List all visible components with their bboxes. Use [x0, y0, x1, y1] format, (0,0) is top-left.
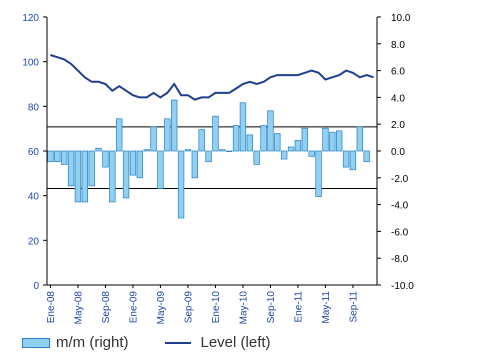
bar: [301, 127, 309, 152]
left-tick-label: 20: [28, 236, 40, 247]
left-tick-label: 100: [22, 58, 39, 69]
bar: [60, 150, 68, 165]
bar: [47, 150, 54, 163]
legend-label-bars: m/m (right): [56, 334, 129, 351]
bar: [342, 150, 350, 168]
x-tick-label: May-10: [238, 291, 249, 325]
left-tick-label: 0: [33, 281, 39, 292]
x-tick-label: Ene-10: [211, 291, 222, 324]
bar: [143, 149, 150, 152]
right-tick-label: -2.0: [391, 174, 409, 185]
bar: [232, 125, 240, 152]
right-tick-label: 2.0: [391, 120, 405, 131]
x-tick-label: Ene-09: [128, 291, 139, 324]
legend-label-line: Level (left): [200, 334, 271, 351]
x-tick-label: Sep-09: [183, 291, 194, 324]
bar: [308, 150, 315, 157]
bar: [356, 126, 364, 152]
right-tick-label: 6.0: [391, 67, 405, 78]
bar: [322, 127, 329, 152]
bar: [287, 146, 295, 152]
right-axis-ticks: -10.0 -8.0 -6.0 -4.0 -2.0 0.0 2.0 4.0 6.0 8.0 10.0: [377, 13, 414, 292]
bar: [253, 150, 260, 165]
bar: [226, 150, 233, 152]
level-line: [50, 54, 374, 101]
bar: [115, 118, 123, 152]
bar: [157, 150, 164, 189]
bar: [274, 133, 281, 152]
right-tick-label: 10.0: [391, 13, 411, 24]
x-axis-ticks: Ene-08 May-08 Sep-08 Ene-09 May-09 Sep-09 Ene-…: [46, 285, 359, 325]
bar: [363, 150, 370, 163]
x-tick-label: May-09: [156, 291, 167, 325]
bar: [164, 118, 171, 152]
x-tick-label: May-08: [73, 291, 84, 325]
right-tick-label: 0.0: [391, 147, 405, 158]
bar: [191, 150, 199, 179]
bar: [336, 130, 343, 152]
bar: [246, 134, 254, 152]
bar: [219, 149, 226, 152]
bar: [109, 150, 116, 203]
x-tick-label: Ene-08: [46, 291, 57, 324]
left-tick-label: 80: [28, 102, 40, 113]
bar: [315, 150, 322, 197]
bar: [184, 149, 192, 152]
left-tick-label: 120: [22, 13, 39, 24]
right-tick-label: 4.0: [391, 93, 405, 104]
bar: [349, 150, 357, 171]
bar: [205, 150, 212, 163]
bar: [95, 147, 102, 152]
bar: [281, 150, 288, 160]
x-tick-label: Sep-08: [101, 291, 112, 324]
bar: [136, 150, 144, 179]
right-tick-label: 8.0: [391, 40, 405, 51]
bar: [74, 150, 82, 203]
bar: [81, 150, 88, 203]
x-tick-label: Sep-10: [266, 291, 277, 324]
bar: [294, 139, 302, 152]
left-axis-ticks: 0 20 40 60 80 100 120: [22, 13, 47, 292]
bar: [267, 110, 274, 152]
bar: [171, 99, 178, 152]
right-tick-label: -8.0: [391, 254, 409, 265]
x-tick-label: May-11: [321, 291, 332, 324]
bar: [329, 131, 336, 152]
bar: [67, 150, 75, 187]
right-tick-label: -6.0: [391, 227, 409, 238]
left-tick-label: 60: [28, 147, 40, 158]
right-tick-label: -4.0: [391, 201, 409, 212]
right-tick-label: -10.0: [391, 281, 414, 292]
bar: [102, 150, 109, 168]
legend-item-bars: m/m (right): [22, 334, 129, 351]
line-swatch-icon: [164, 341, 191, 344]
bar: [88, 150, 95, 187]
x-tick-label: Sep-11: [348, 291, 359, 323]
bar: [212, 115, 219, 152]
bar-series: [47, 99, 370, 219]
line-series: [50, 54, 374, 101]
bar: [122, 150, 130, 199]
bar: [260, 125, 267, 152]
legend-item-line: Level (left): [164, 334, 271, 351]
bar: [198, 129, 205, 152]
x-tick-label: Ene-11: [293, 291, 304, 323]
bar-swatch-icon: [22, 337, 50, 348]
bar: [177, 150, 185, 219]
reference-lines: [47, 126, 377, 190]
bar: [239, 102, 247, 152]
bar: [150, 126, 157, 152]
bar: [129, 150, 137, 176]
left-tick-label: 40: [28, 192, 40, 203]
bar: [54, 150, 61, 163]
legend: m/m (right) Level (left): [22, 334, 307, 351]
